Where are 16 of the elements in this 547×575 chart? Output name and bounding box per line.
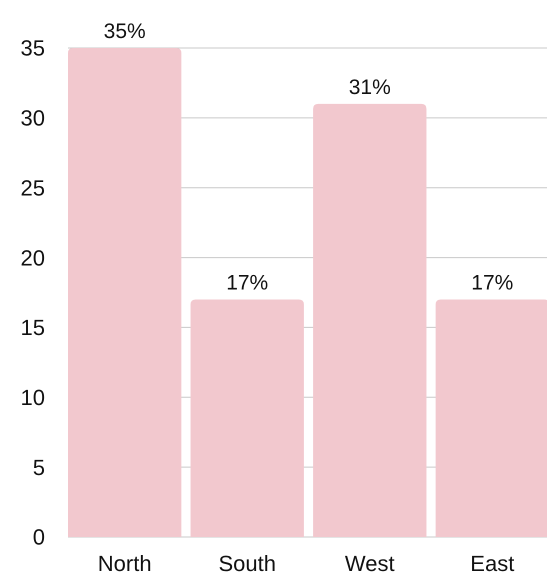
data-label: 17%	[471, 271, 514, 294]
y-tick-label: 25	[20, 175, 45, 200]
y-tick-label: 30	[20, 106, 45, 131]
data-label: 35%	[104, 20, 146, 43]
x-tick-label: West	[344, 551, 395, 575]
data-label: 17%	[226, 271, 268, 294]
y-tick-label: 10	[20, 384, 45, 410]
x-tick-label: East	[470, 551, 514, 575]
y-tick-label: 15	[20, 315, 45, 340]
y-tick-label: 20	[20, 245, 45, 270]
x-tick-label: South	[218, 551, 276, 575]
y-tick-label: 5	[32, 454, 45, 480]
y-tick-label: 35	[20, 36, 45, 61]
data-label: 31%	[348, 76, 391, 99]
x-tick-label: North	[98, 551, 152, 575]
y-tick-label: 0	[32, 524, 45, 550]
